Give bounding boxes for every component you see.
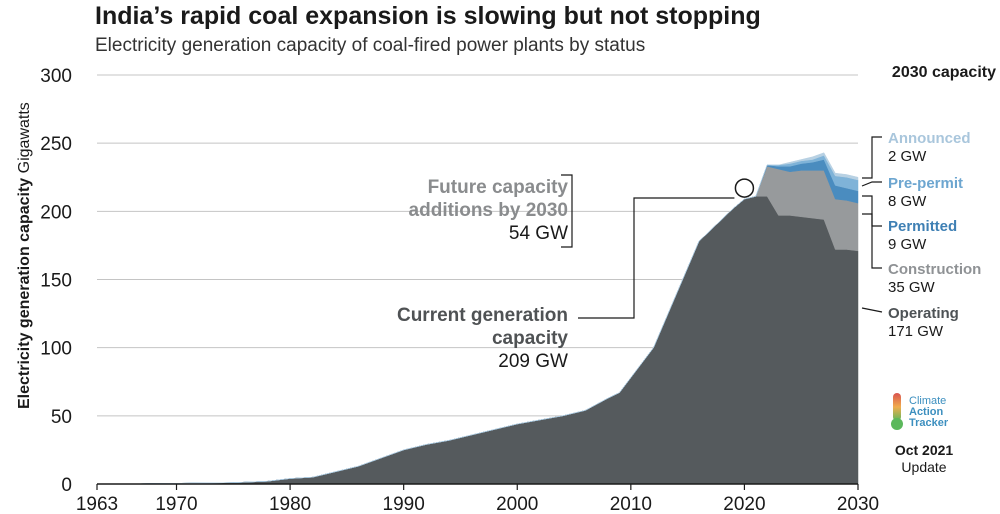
update-label: Update xyxy=(901,459,947,475)
current-capacity-line2: capacity xyxy=(491,328,568,349)
legend-label-permitted: Permitted xyxy=(888,218,958,235)
future-additions-bracket xyxy=(561,174,573,248)
y-tick-label-0: 0 xyxy=(61,475,72,496)
future-capacity-annotation: Future capacity additions by 2030 54 GW xyxy=(409,176,568,245)
bracket-announced xyxy=(862,136,882,179)
legend-value-construction: 35 GW xyxy=(888,279,935,296)
legend-value-pre-permit: 8 GW xyxy=(888,193,927,210)
update-date: Oct 2021 xyxy=(894,442,954,458)
x-tick-label-1990: 1990 xyxy=(383,494,425,514)
x-tick-label-2000: 2000 xyxy=(496,494,538,514)
thermometer-icon xyxy=(891,393,903,430)
current-capacity-line1: Current generation xyxy=(396,305,568,326)
chart-subtitle: Electricity generation capacity of coal-… xyxy=(95,35,646,56)
callout-lines xyxy=(561,136,883,319)
climate-action-tracker-logo: Climate Action Tracker xyxy=(909,396,948,429)
bracket-operating xyxy=(861,307,883,313)
legend-label-construction: Construction xyxy=(888,261,982,278)
current-capacity-value: 209 GW xyxy=(498,351,568,372)
current-capacity-annotation: Current generation capacity 209 GW xyxy=(397,304,568,373)
y-tick-label-150: 150 xyxy=(40,271,72,292)
legend-item-operating: Operating 171 GW xyxy=(888,305,959,341)
legend-item-pre-permit: Pre-permit 8 GW xyxy=(888,175,963,211)
y-tick-label-300: 300 xyxy=(40,66,72,87)
x-tick-label-2010: 2010 xyxy=(610,494,652,514)
legend-value-permitted: 9 GW xyxy=(888,236,927,253)
x-tick-label-1980: 1980 xyxy=(269,494,311,514)
legend-label-pre-permit: Pre-permit xyxy=(888,175,964,192)
bracket-pre-permit xyxy=(861,181,882,187)
area-announced xyxy=(97,152,859,485)
x-tick-label-1963: 1963 xyxy=(76,494,118,514)
legend-item-permitted: Permitted 9 GW xyxy=(888,218,957,254)
capacity-2030-header: 2030 capacity xyxy=(891,64,996,81)
legend-item-construction: Construction 35 GW xyxy=(888,261,981,297)
legend-label-operating: Operating xyxy=(888,305,959,322)
y-tick-label-50: 50 xyxy=(51,407,72,428)
x-tick-label-1970: 1970 xyxy=(155,494,197,514)
logo-line1: Climate xyxy=(909,395,947,407)
chart-title: India’s rapid coal expansion is slowing … xyxy=(95,2,761,30)
bracket-construction xyxy=(862,213,882,269)
series-areas xyxy=(97,152,859,485)
y-tick-label-250: 250 xyxy=(40,134,72,155)
x-tick-label-2030: 2030 xyxy=(837,494,879,514)
legend-value-operating: 171 GW xyxy=(888,323,944,340)
legend-item-announced: Announced 2 GW xyxy=(888,130,971,166)
legend-label-announced: Announced xyxy=(888,130,971,147)
x-tick-label-2020: 2020 xyxy=(723,494,765,514)
future-capacity-line1: Future capacity xyxy=(427,177,568,198)
logo-line2: Action xyxy=(909,406,944,418)
update-note: Oct 2021 Update xyxy=(874,442,974,476)
axes: 0 50 100 150 200 250 300 1963 1970 1980 1990 2000 20… xyxy=(40,66,879,514)
y-tick-label-200: 200 xyxy=(40,202,72,223)
future-capacity-value: 54 GW xyxy=(508,223,568,244)
logo-line3: Tracker xyxy=(909,417,949,429)
y-tick-label-100: 100 xyxy=(40,339,72,360)
legend-value-announced: 2 GW xyxy=(888,148,927,165)
current-capacity-marker xyxy=(734,178,755,198)
future-capacity-line2: additions by 2030 xyxy=(408,200,568,221)
current-capacity-leader xyxy=(578,197,735,319)
bracket-permitted xyxy=(862,195,882,227)
